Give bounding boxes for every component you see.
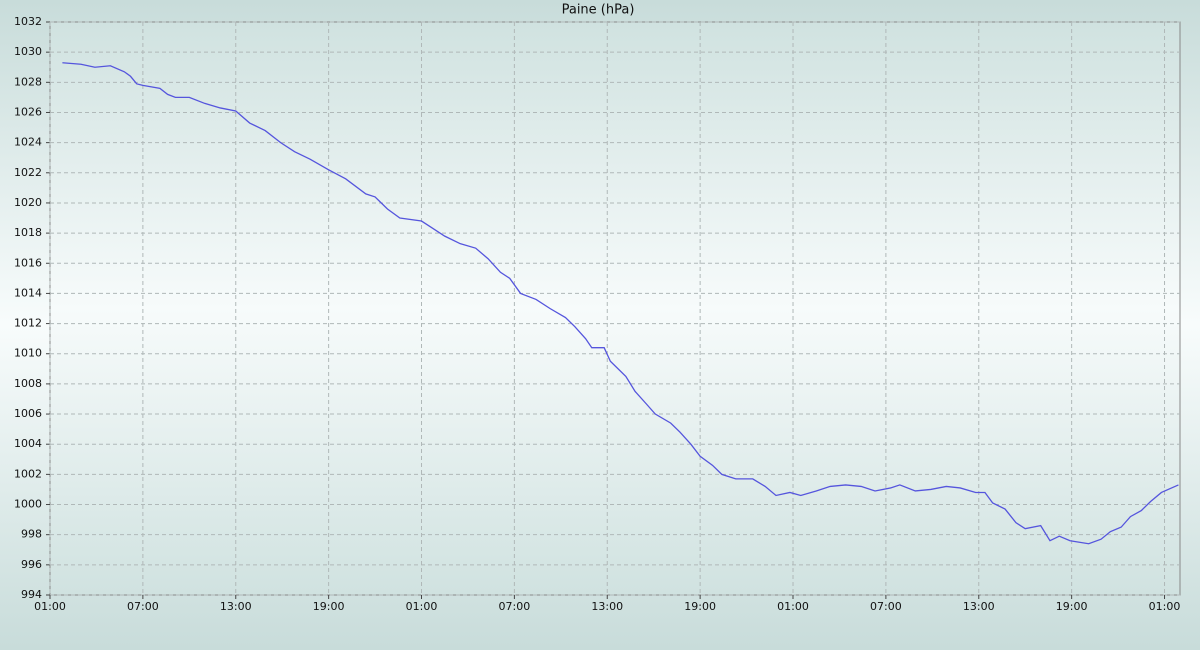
x-tick-label: 19:00	[313, 600, 345, 613]
y-tick-label: 1002	[14, 467, 42, 480]
y-tick-label: 998	[21, 528, 42, 541]
y-tick-label: 1024	[14, 136, 42, 149]
x-tick-label: 19:00	[684, 600, 716, 613]
x-tick-label: 01:00	[1149, 600, 1181, 613]
x-tick-label: 01:00	[406, 600, 438, 613]
chart-title: Paine (hPa)	[562, 3, 635, 18]
y-tick-label: 1028	[14, 75, 42, 88]
y-tick-label: 1008	[14, 377, 42, 390]
y-tick-label: 1012	[14, 317, 42, 330]
y-tick-label: 1026	[14, 105, 42, 118]
plot-area	[49, 21, 1181, 596]
y-tick-label: 1016	[14, 256, 42, 269]
y-tick-label: 1006	[14, 407, 42, 420]
data-line	[62, 62, 1179, 545]
x-tick-label: 13:00	[963, 600, 995, 613]
y-tick-label: 1000	[14, 498, 42, 511]
y-tick-label: 1030	[14, 45, 42, 58]
y-tick-label: 1018	[14, 226, 42, 239]
y-tick-label: 996	[21, 558, 42, 571]
y-tick-label: 994	[21, 588, 42, 601]
y-tick-label: 1032	[14, 15, 42, 28]
x-tick-label: 19:00	[1056, 600, 1088, 613]
x-tick-label: 07:00	[870, 600, 902, 613]
x-tick-label: 07:00	[499, 600, 531, 613]
x-tick-label: 13:00	[220, 600, 252, 613]
y-tick-label: 1014	[14, 286, 42, 299]
y-tick-label: 1004	[14, 437, 42, 450]
x-tick-label: 13:00	[591, 600, 623, 613]
x-tick-label: 01:00	[34, 600, 66, 613]
y-tick-label: 1020	[14, 196, 42, 209]
y-tick-label: 1022	[14, 166, 42, 179]
y-tick-label: 1010	[14, 347, 42, 360]
x-tick-label: 01:00	[777, 600, 809, 613]
x-tick-label: 07:00	[127, 600, 159, 613]
